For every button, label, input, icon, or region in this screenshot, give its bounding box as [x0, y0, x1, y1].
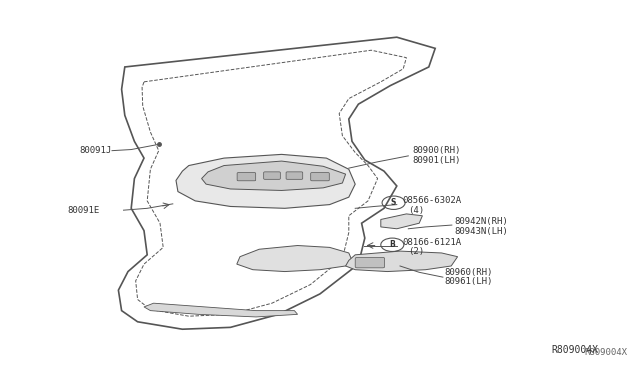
Text: 80942N(RH): 80942N(RH): [454, 217, 508, 226]
FancyBboxPatch shape: [311, 173, 329, 181]
Text: 80943N(LH): 80943N(LH): [454, 227, 508, 236]
Polygon shape: [202, 161, 346, 190]
Text: 80091J: 80091J: [80, 146, 112, 155]
Text: 80091E: 80091E: [67, 206, 99, 215]
Text: 80900(RH): 80900(RH): [413, 146, 461, 155]
Polygon shape: [381, 214, 422, 229]
Text: R809004X: R809004X: [584, 348, 627, 357]
Text: S: S: [391, 198, 396, 207]
Text: 08566-6302A: 08566-6302A: [402, 196, 461, 205]
Text: 80960(RH): 80960(RH): [445, 268, 493, 277]
Text: 08166-6121A: 08166-6121A: [402, 238, 461, 247]
Text: (2): (2): [408, 247, 424, 256]
Text: R809004X: R809004X: [552, 345, 598, 355]
Text: 80961(LH): 80961(LH): [445, 278, 493, 286]
Text: B: B: [390, 240, 395, 249]
FancyBboxPatch shape: [264, 172, 280, 179]
FancyBboxPatch shape: [237, 173, 256, 181]
FancyBboxPatch shape: [355, 257, 385, 268]
Polygon shape: [237, 246, 352, 272]
Polygon shape: [176, 154, 355, 208]
FancyBboxPatch shape: [286, 172, 303, 179]
Polygon shape: [346, 251, 458, 272]
Text: 80901(LH): 80901(LH): [413, 156, 461, 165]
Text: (4): (4): [408, 206, 424, 215]
Polygon shape: [144, 303, 298, 317]
